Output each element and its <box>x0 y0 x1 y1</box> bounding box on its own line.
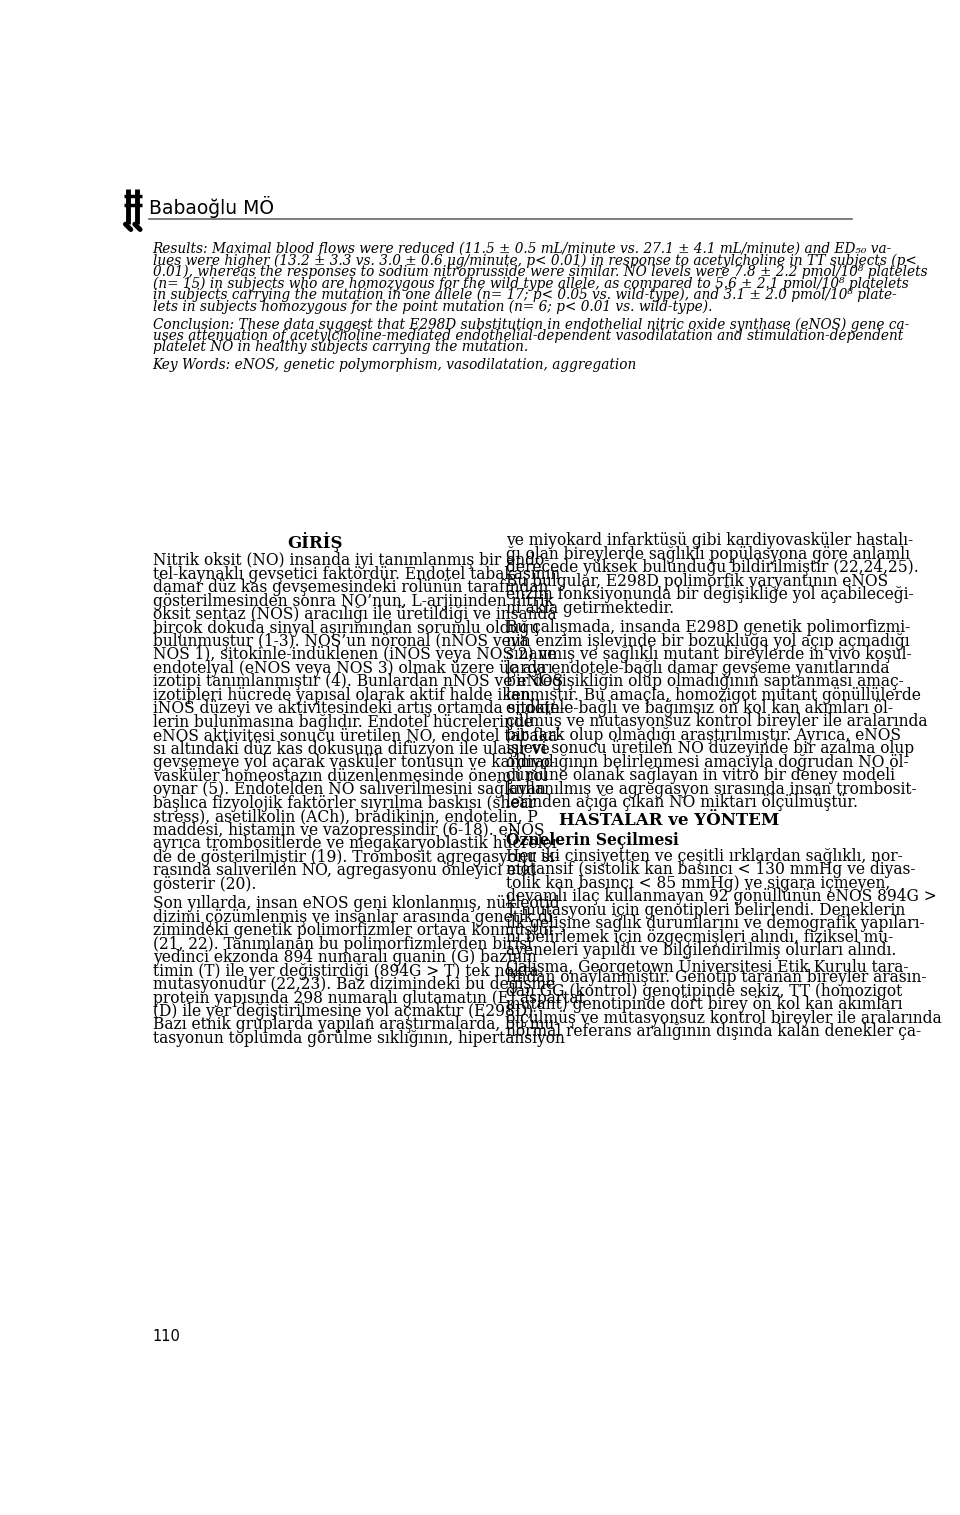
Text: mutasyonudur (22,23). Baz dizimindeki bu değişme: mutasyonudur (22,23). Baz dizimindeki bu… <box>153 976 555 992</box>
Text: lues were higher (13.2 ± 3.3 vs. 3.0 ± 0.6 μg/minute, p< 0.01) in response to ac: lues were higher (13.2 ± 3.3 vs. 3.0 ± 0… <box>153 253 916 268</box>
Text: izotipleri hücrede yapısal olarak aktif halde iken,: izotipleri hücrede yapısal olarak aktif … <box>153 686 535 704</box>
Text: ayeneleri yapıldı ve bilgilendirilmiş olurları alındı.: ayeneleri yapıldı ve bilgilendirilmiş ol… <box>506 942 897 959</box>
Text: Results: Maximal blood flows were reduced (11.5 ± 0.5 mL/minute vs. 27.1 ± 4.1 m: Results: Maximal blood flows were reduce… <box>153 242 892 256</box>
Text: Bazı etnik gruplarda yapılan araştırmalarda, bu mu-: Bazı etnik gruplarda yapılan araştırmala… <box>153 1017 559 1033</box>
Text: nin enzim işlevinde bir bozukluğa yol açıp açmadığı: nin enzim işlevinde bir bozukluğa yol aç… <box>506 633 909 650</box>
Text: fından onaylanmıştır. Genotip taranan bireyler arasın-: fından onaylanmıştır. Genotip taranan bi… <box>506 970 926 986</box>
Text: platelet NO in healthy subjects carrying the mutation.: platelet NO in healthy subjects carrying… <box>153 341 528 355</box>
Text: maddesi, histamin ve vazopressindir (6-18). eNOS: maddesi, histamin ve vazopressindir (6-1… <box>153 821 544 839</box>
Text: lerinden açığa çıkan NO miktarı ölçülmüştür.: lerinden açığa çıkan NO miktarı ölçülmüş… <box>506 794 858 812</box>
Text: bir değişikliğin olup olmadığının saptanması amaç-: bir değişikliğin olup olmadığının saptan… <box>506 673 903 689</box>
Text: bulunmuştur (1-3). NOS’un nöronal (nNOS veya: bulunmuştur (1-3). NOS’un nöronal (nNOS … <box>153 633 528 650</box>
Text: HASTALAR ve YÖNTEM: HASTALAR ve YÖNTEM <box>559 812 779 829</box>
Text: sınanmış ve sağlıklı mutant bireylerde in vivo koşul-: sınanmış ve sağlıklı mutant bireylerde i… <box>506 645 912 664</box>
Text: endotelyal (eNOS veya NOS 3) olmak üzere üç ayrı: endotelyal (eNOS veya NOS 3) olmak üzere… <box>153 661 552 677</box>
Text: ölçülmüş ve mutasyonsuz kontrol bireyler ile aralarında: ölçülmüş ve mutasyonsuz kontrol bireyler… <box>506 1009 942 1027</box>
Text: lerin bulunmasına bağlıdır. Endotel hücrelerinde: lerin bulunmasına bağlıdır. Endotel hücr… <box>153 714 533 730</box>
Text: eNOS aktivitesi sonucu üretilen NO, endotel tabaka-: eNOS aktivitesi sonucu üretilen NO, endo… <box>153 727 562 744</box>
Text: kullanılmış ve agregasyon sırasında insan trombosit-: kullanılmış ve agregasyon sırasında insa… <box>506 780 917 798</box>
Text: Key Words: eNOS, genetic polymorphism, vasodilatation, aggregation: Key Words: eNOS, genetic polymorphism, v… <box>153 358 636 373</box>
Text: protein yapısında 298 numaralı glutamatın (E) aspartat: protein yapısında 298 numaralı glutamatı… <box>153 989 585 1006</box>
Text: Çalışma, Georgetown Üniversitesi Etik Kurulu tara-: Çalışma, Georgetown Üniversitesi Etik Ku… <box>506 956 908 976</box>
Text: gösterir (20).: gösterir (20). <box>153 876 256 892</box>
Text: dizimi çözümlenmiş ve insanlar arasında genetik di-: dizimi çözümlenmiş ve insanlar arasında … <box>153 909 558 926</box>
Text: tolik kan basıncı < 85 mmHg) ve sigara içmeyen,: tolik kan basıncı < 85 mmHg) ve sigara i… <box>506 874 890 892</box>
Text: NOS 1), sitokinle-indüklenen (iNOS veya NOS 2) ve: NOS 1), sitokinle-indüklenen (iNOS veya … <box>153 647 556 664</box>
Text: olmadığının belirlenmesi amacıyla doğrudan NO öl-: olmadığının belirlenmesi amacıyla doğrud… <box>506 754 908 771</box>
Text: birçok dokuda sinyal aşırımından sorumlu olduğu: birçok dokuda sinyal aşırımından sorumlu… <box>153 620 539 636</box>
Text: vasküler homeostazın düzenlenmesinde önemli rol: vasküler homeostazın düzenlenmesinde öne… <box>153 768 547 785</box>
Text: ve miyokard infarktüsü gibi kardiyovasküler hastalı-: ve miyokard infarktüsü gibi kardiyovaskü… <box>506 532 913 548</box>
Text: uses attenuation of acetylcholine-mediated endothelial-dependent vasodilatation : uses attenuation of acetylcholine-mediat… <box>153 329 902 342</box>
Text: Nitrik oksit (NO) insanda iyi tanımlanmış bir endo-: Nitrik oksit (NO) insanda iyi tanımlanmı… <box>153 551 549 570</box>
Text: yedinci ekzonda 894 numaralı guanin (G) bazının: yedinci ekzonda 894 numaralı guanin (G) … <box>153 948 537 967</box>
Text: Bu çalışmada, insanda E298D genetik polimorfizmi-: Bu çalışmada, insanda E298D genetik poli… <box>506 620 910 636</box>
Text: T mutasyonu için genotipleri belirlendi. Deneklerin: T mutasyonu için genotipleri belirlendi.… <box>506 901 905 918</box>
Text: iNOS düzeyi ve aktivitesindeki artış ortamda sitokin-: iNOS düzeyi ve aktivitesindeki artış ort… <box>153 700 564 718</box>
Text: Her iki cinsiyetten ve çeşitli ırklardan sağlıklı, nor-: Her iki cinsiyetten ve çeşitli ırklardan… <box>506 848 902 865</box>
Text: de de gösterilmiştir (19). Trombosit agregasyonu sı-: de de gösterilmiştir (19). Trombosit agr… <box>153 848 559 865</box>
Text: sı altındaki düz kas dokusuna difüzyon ile ulaşır ve: sı altındaki düz kas dokusuna difüzyon i… <box>153 741 549 758</box>
Text: tel-kaynaklı gevşetici faktördür. Endotel tabakasının: tel-kaynaklı gevşetici faktördür. Endote… <box>153 565 560 583</box>
Text: lanmıştır. Bu amaçla, homozigot mutant gönüllülerde: lanmıştır. Bu amaçla, homozigot mutant g… <box>506 686 921 703</box>
Text: ayrıca trombositlerde ve megakaryoblastik hücreler-: ayrıca trombositlerde ve megakaryoblasti… <box>153 835 564 851</box>
Text: Conclusion: These data suggest that E298D substitution in endothelial nitric oxi: Conclusion: These data suggest that E298… <box>153 317 909 332</box>
Text: çümüne olanak sağlayan in vitro bir deney modeli: çümüne olanak sağlayan in vitro bir dene… <box>506 768 895 785</box>
Text: nı belirlemek için özgeçmişleri alındı, fiziksel mu-: nı belirlemek için özgeçmişleri alındı, … <box>506 929 893 945</box>
Text: gösterilmesinden sonra NO’nun, L-arjininden nitrik: gösterilmesinden sonra NO’nun, L-arjinin… <box>153 592 554 609</box>
Text: devamlı ilaç kullanmayan 92 gönüllünün eNOS 894G >: devamlı ilaç kullanmayan 92 gönüllünün e… <box>506 888 937 906</box>
Text: larda endotele-bağlı damar gevşeme yanıtlarında: larda endotele-bağlı damar gevşeme yanıt… <box>506 659 890 677</box>
Text: ğı olan bireylerde sağlıklı popülasyona göre anlamlı: ğı olan bireylerde sağlıklı popülasyona … <box>506 545 910 562</box>
Text: Öznelerin Seçilmesi: Öznelerin Seçilmesi <box>506 829 679 850</box>
Text: rasında salıverilen NO, agregasyonu önleyici etki: rasında salıverilen NO, agregasyonu önle… <box>153 862 536 879</box>
Text: derecede yüksek bulunduğu bildirilmiştir (22,24,25).: derecede yüksek bulunduğu bildirilmiştir… <box>506 559 919 576</box>
Text: çülmüş ve mutasyonsuz kontrol bireyler ile aralarında: çülmüş ve mutasyonsuz kontrol bireyler i… <box>506 714 927 730</box>
Text: oksit sentaz (NOS) aracılığı ile üretildiği ve insanda: oksit sentaz (NOS) aracılığı ile üretild… <box>153 606 556 623</box>
Text: izotipi tanımlanmıştır (4). Bunlardan nNOS ve eNOS: izotipi tanımlanmıştır (4). Bunlardan nN… <box>153 674 563 691</box>
Text: Babaoğlu MÖ: Babaoğlu MÖ <box>150 197 275 218</box>
Text: ilk gelişine sağlık durumlarını ve demografik yapıları-: ilk gelişine sağlık durumlarını ve demog… <box>506 915 924 932</box>
Text: gevşemeye yol açarak vasküler tonusun ve kardiyo-: gevşemeye yol açarak vasküler tonusun ve… <box>153 754 555 771</box>
Text: 0.01), whereas the responses to sodium nitroprusside were similar. NO levels wer: 0.01), whereas the responses to sodium n… <box>153 265 927 279</box>
Text: (n= 15) in subjects who are homozygous for the wild type allele, as compared to : (n= 15) in subjects who are homozygous f… <box>153 277 908 291</box>
Text: stress), asetilkolin (ACh), bradikinin, endotelin, P: stress), asetilkolin (ACh), bradikinin, … <box>153 807 538 826</box>
Text: enzim fonksiyonunda bir değişikliğe yol açabileceği-: enzim fonksiyonunda bir değişikliğe yol … <box>506 586 914 603</box>
Text: 110: 110 <box>153 1329 180 1344</box>
Text: endotele-bağlı ve bağımsız ön kol kan akımları öl-: endotele-bağlı ve bağımsız ön kol kan ak… <box>506 700 893 717</box>
Text: GİRİŞ: GİRİŞ <box>288 532 343 551</box>
Text: bir fark olup olmadığı araştırılmıştır. Ayrıca, eNOS: bir fark olup olmadığı araştırılmıştır. … <box>506 727 900 744</box>
Text: timin (T) ile yer değiştirdiği (894G > T) tek nokta: timin (T) ile yer değiştirdiği (894G > T… <box>153 962 538 980</box>
Text: Bu bulgular, E298D polimorfik varyantının eNOS: Bu bulgular, E298D polimorfik varyantını… <box>506 573 888 589</box>
Text: (D) ile yer değiştirilmesine yol açmaktır (E298D).: (D) ile yer değiştirilmesine yol açmaktı… <box>153 1003 538 1020</box>
Text: (21, 22). Tanımlanan bu polimorfizmlerden birisi: (21, 22). Tanımlanan bu polimorfizmlerde… <box>153 936 532 953</box>
Text: tasyonun toplumda görülme sıklığının, hipertansiyon: tasyonun toplumda görülme sıklığının, hi… <box>153 1030 564 1047</box>
Text: motansif (sistolik kan basıncı < 130 mmHg ve diyas-: motansif (sistolik kan basıncı < 130 mmH… <box>506 862 916 879</box>
Text: in subjects carrying the mutation in one allele (n= 17; p< 0.05 vs. wild-type), : in subjects carrying the mutation in one… <box>153 288 897 303</box>
Text: Son yıllarda, insan eNOS geni klonlanmış, nükleotid: Son yıllarda, insan eNOS geni klonlanmış… <box>153 895 559 912</box>
Text: damar düz kas gevşemesindeki rolünün tarafından: damar düz kas gevşemesindeki rolünün tar… <box>153 579 548 595</box>
Text: başlıca fizyolojik faktörler sıyrılma baskısı (shear: başlıca fizyolojik faktörler sıyrılma ba… <box>153 795 536 812</box>
Text: ni akla getirmektedir.: ni akla getirmektedir. <box>506 600 674 617</box>
Text: mutant) genotipinde dört birey ön kol kan akımları: mutant) genotipinde dört birey ön kol ka… <box>506 995 902 1014</box>
Text: dan GG (kontrol) genotipinde sekiz, TT (homozigot: dan GG (kontrol) genotipinde sekiz, TT (… <box>506 983 902 1000</box>
Text: lets in subjects homozygous for the point mutation (n= 6; p< 0.01 vs. wild-type): lets in subjects homozygous for the poin… <box>153 300 712 314</box>
Text: normal referans aralığının dışında kalan denekler ça-: normal referans aralığının dışında kalan… <box>506 1023 921 1039</box>
Text: oynar (5). Endotelden NO salıverilmesini sağlayan: oynar (5). Endotelden NO salıverilmesini… <box>153 782 545 798</box>
Text: zimindeki genetik polimorfizmler ortaya konmuştur: zimindeki genetik polimorfizmler ortaya … <box>153 923 555 939</box>
Text: işlevi sonucu üretilen NO düzeyinde bir azalma olup: işlevi sonucu üretilen NO düzeyinde bir … <box>506 741 914 758</box>
